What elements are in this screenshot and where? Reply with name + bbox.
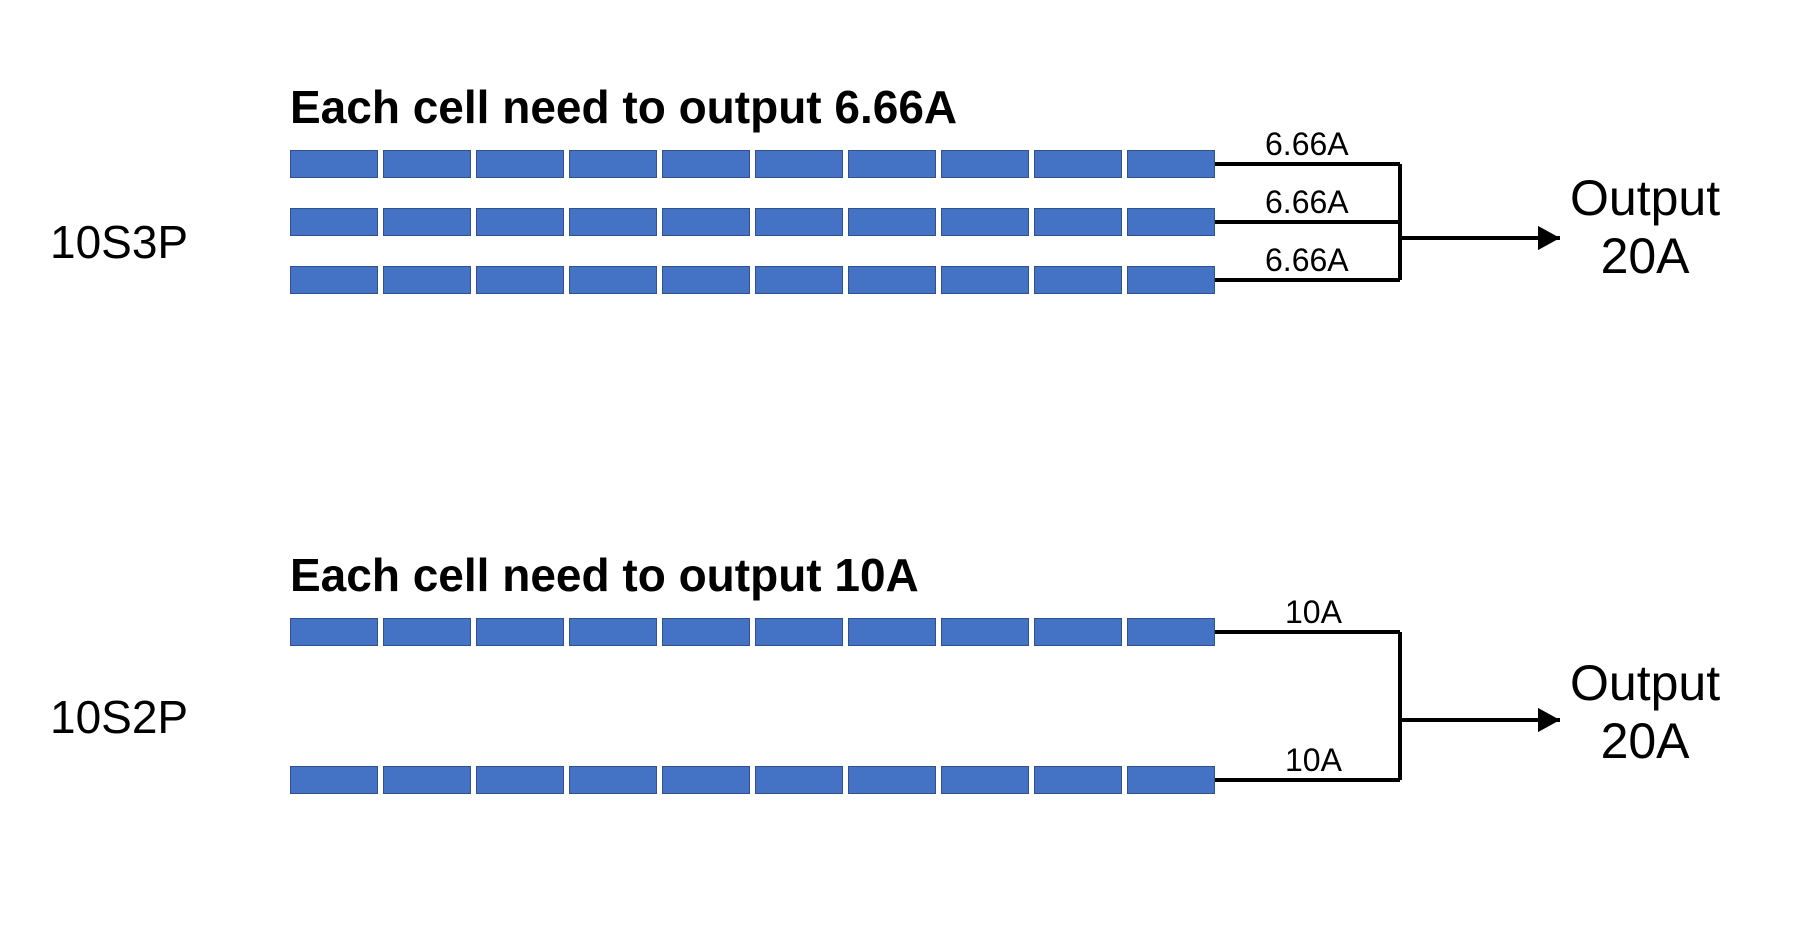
- g2p-title: Each cell need to output 10A: [290, 548, 919, 602]
- g3p-output-label: Output20A: [1570, 170, 1720, 285]
- battery-cell: [848, 618, 936, 646]
- battery-cell: [1127, 766, 1215, 794]
- g3p-branch-label: 6.66A: [1265, 242, 1349, 279]
- battery-cell: [476, 266, 564, 294]
- battery-cell: [941, 618, 1029, 646]
- battery-cell: [755, 618, 843, 646]
- battery-cell: [569, 766, 657, 794]
- battery-cell: [383, 266, 471, 294]
- battery-cell: [476, 766, 564, 794]
- g2p-config-label: 10S2P: [50, 690, 188, 744]
- battery-cell: [476, 618, 564, 646]
- battery-cell: [1034, 618, 1122, 646]
- battery-cell: [662, 208, 750, 236]
- g3p-branch-label: 6.66A: [1265, 184, 1349, 221]
- battery-cell: [755, 266, 843, 294]
- battery-cell: [662, 150, 750, 178]
- g3p-title: Each cell need to output 6.66A: [290, 80, 957, 134]
- battery-cell: [848, 266, 936, 294]
- battery-cell: [662, 766, 750, 794]
- battery-cell: [941, 208, 1029, 236]
- battery-cell: [569, 618, 657, 646]
- g3p-branch-label: 6.66A: [1265, 126, 1349, 163]
- battery-cell: [569, 208, 657, 236]
- connector-overlay: [0, 0, 1809, 936]
- battery-cell: [290, 208, 378, 236]
- battery-cell: [569, 150, 657, 178]
- battery-cell: [848, 208, 936, 236]
- battery-cell: [941, 766, 1029, 794]
- battery-cell: [941, 150, 1029, 178]
- battery-cell: [476, 208, 564, 236]
- battery-cell: [1034, 150, 1122, 178]
- battery-cell: [290, 766, 378, 794]
- battery-cell: [662, 618, 750, 646]
- battery-cell: [383, 618, 471, 646]
- g2p-output-label: Output20A: [1570, 655, 1720, 770]
- battery-cell: [1034, 766, 1122, 794]
- battery-cell: [1034, 208, 1122, 236]
- battery-cell: [662, 266, 750, 294]
- battery-cell: [755, 208, 843, 236]
- battery-cell: [290, 150, 378, 178]
- battery-cell: [569, 266, 657, 294]
- battery-cell: [476, 150, 564, 178]
- battery-cell: [383, 766, 471, 794]
- g2p-branch-label: 10A: [1285, 742, 1342, 779]
- battery-cell: [1127, 150, 1215, 178]
- battery-cell: [941, 266, 1029, 294]
- battery-cell: [755, 150, 843, 178]
- battery-cell: [290, 266, 378, 294]
- battery-cell: [848, 766, 936, 794]
- battery-cell: [755, 766, 843, 794]
- battery-cell: [1127, 208, 1215, 236]
- battery-cell: [848, 150, 936, 178]
- battery-cell: [383, 150, 471, 178]
- battery-cell: [1127, 618, 1215, 646]
- battery-cell: [1034, 266, 1122, 294]
- g3p-config-label: 10S3P: [50, 215, 188, 269]
- battery-cell: [290, 618, 378, 646]
- battery-cell: [383, 208, 471, 236]
- g2p-branch-label: 10A: [1285, 594, 1342, 631]
- battery-cell: [1127, 266, 1215, 294]
